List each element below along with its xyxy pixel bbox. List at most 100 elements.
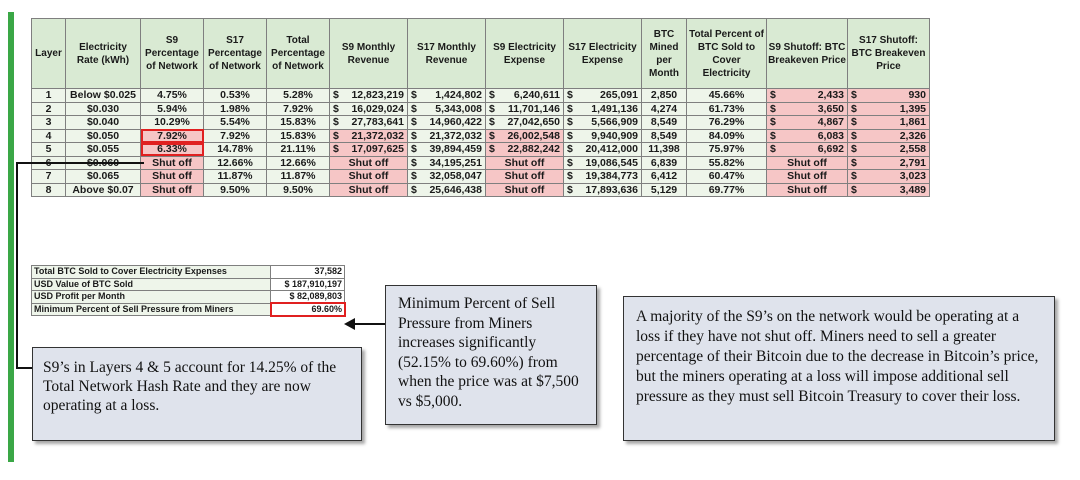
cell-s9-expense: $11,701,146 xyxy=(485,101,564,116)
cell-s17-breakeven: $2,791 xyxy=(847,155,930,170)
cell-s9-revenue: $21,372,032 xyxy=(329,128,408,143)
currency-symbol: $ xyxy=(411,156,417,169)
cell-rate: $0.065 xyxy=(65,169,141,184)
cell-amount: 2,558 xyxy=(899,143,926,156)
currency-symbol: $ xyxy=(411,116,417,129)
header-s9-revenue: S9 Monthly Revenue xyxy=(329,18,408,89)
cell-amount: 6,240,611 xyxy=(513,89,560,102)
cell-s17-expense: $265,091 xyxy=(563,88,642,103)
cell-rate: $0.050 xyxy=(65,128,141,143)
header-s17-expense: S17 Electricity Expense xyxy=(563,18,642,89)
cell-s9-expense: Shut off xyxy=(485,155,564,170)
table-row: 3 $0.040 10.29% 5.54% 15.83% $27,783,641 $14,9… xyxy=(31,115,930,130)
header-s17-breakeven: S17 Shutoff: BTC Breakeven Price xyxy=(847,18,930,89)
cell-amount: 12,823,219 xyxy=(351,89,404,102)
currency-symbol: $ xyxy=(411,129,417,142)
cell-s9-revenue: Shut off xyxy=(329,169,408,184)
cell-s9-pct: 5.94% xyxy=(140,101,204,116)
currency-symbol: $ xyxy=(567,102,573,115)
cell-total-pct: 15.83% xyxy=(266,128,330,143)
cell-pct-sold: 69.77% xyxy=(686,182,767,197)
cell-layer: 5 xyxy=(31,142,66,157)
currency-symbol: $ xyxy=(333,89,339,102)
cell-s9-revenue: $17,097,625 xyxy=(329,142,408,157)
cell-amount: 5,343,008 xyxy=(435,102,482,115)
cell-total-pct: 11.87% xyxy=(266,169,330,184)
cell-layer: 8 xyxy=(31,182,66,197)
cell-amount: 6,083 xyxy=(817,129,844,142)
arrow-head-icon xyxy=(344,318,355,330)
currency-symbol: $ xyxy=(489,102,495,115)
cell-pct-sold: 60.47% xyxy=(686,169,767,184)
cell-s17-pct: 5.54% xyxy=(203,115,267,130)
cell-amount: 2,433 xyxy=(817,89,844,102)
cell-s9-breakeven: $2,433 xyxy=(766,88,848,103)
summary-value: $ 187,910,197 xyxy=(270,277,345,291)
cell-s17-revenue: $39,894,459 xyxy=(407,142,486,157)
cell-s17-revenue: $25,646,438 xyxy=(407,182,486,197)
cell-rate: $0.030 xyxy=(65,101,141,116)
currency-symbol: $ xyxy=(567,116,573,129)
cell-btc-mined: 8,549 xyxy=(641,128,687,143)
cell-amount: 11,701,146 xyxy=(508,102,560,115)
cell-amount: 1,861 xyxy=(899,116,926,129)
cell-s9-breakeven: $6,692 xyxy=(766,142,848,157)
currency-symbol: $ xyxy=(770,102,776,115)
cell-amount: 27,783,641 xyxy=(351,116,404,129)
connector-line xyxy=(16,162,144,164)
connector-line xyxy=(16,162,18,368)
layers-callout: S9’s in Layers 4 & 5 account for 14.25% … xyxy=(32,347,362,441)
cell-amount: 26,002,548 xyxy=(507,129,560,142)
currency-symbol: $ xyxy=(770,116,776,129)
cell-amount: 1,424,802 xyxy=(435,89,482,102)
currency-symbol: $ xyxy=(567,156,573,169)
mining-layers-table: Layer Electricity Rate (kWh) S9 Percenta… xyxy=(31,18,930,197)
summary-value-highlight: 69.60% xyxy=(269,302,346,317)
summary-value: 37,582 xyxy=(270,265,345,279)
currency-symbol: $ xyxy=(333,143,339,156)
cell-s9-revenue: Shut off xyxy=(329,155,408,170)
cell-amount: 2,326 xyxy=(899,129,926,142)
currency-symbol: $ xyxy=(411,89,417,102)
cell-amount: 265,091 xyxy=(600,89,638,102)
table-row: 8 Above $0.07 Shut off 9.50% 9.50% Shut off $2… xyxy=(31,182,930,197)
cell-s9-pct: 10.29% xyxy=(140,115,204,130)
cell-layer: 2 xyxy=(31,101,66,116)
cell-layer: 3 xyxy=(31,115,66,130)
cell-s17-breakeven: $930 xyxy=(847,88,930,103)
cell-amount: 25,646,438 xyxy=(429,183,482,196)
cell-s9-expense: Shut off xyxy=(485,182,564,197)
table-row: 1 Below $0.025 4.75% 0.53% 5.28% $12,823,219 $… xyxy=(31,88,930,103)
cell-s17-pct: 9.50% xyxy=(203,182,267,197)
cell-amount: 32,058,047 xyxy=(429,170,482,183)
cell-amount: 39,894,459 xyxy=(429,143,482,156)
summary-row: Total BTC Sold to Cover Electricity Expe… xyxy=(31,265,345,279)
cell-amount: 34,195,251 xyxy=(429,156,482,169)
currency-symbol: $ xyxy=(567,183,573,196)
cell-s17-breakeven: $2,326 xyxy=(847,128,930,143)
table-row: 5 $0.055 6.33% 14.78% 21.11% $17,097,625 $39,8… xyxy=(31,142,930,157)
cell-s9-expense: $6,240,611 xyxy=(485,88,564,103)
cell-pct-sold: 76.29% xyxy=(686,115,767,130)
cell-s9-revenue: $12,823,219 xyxy=(329,88,408,103)
cell-s17-expense: $17,893,636 xyxy=(563,182,642,197)
majority-callout: A majority of the S9’s on the network wo… xyxy=(623,296,1055,441)
cell-s9-expense: Shut off xyxy=(485,169,564,184)
cell-btc-mined: 8,549 xyxy=(641,115,687,130)
cell-rate: Above $0.07 xyxy=(65,182,141,197)
cell-amount: 14,960,422 xyxy=(429,116,482,129)
cell-s17-breakeven: $3,489 xyxy=(847,182,930,197)
cell-s9-breakeven: $4,867 xyxy=(766,115,848,130)
cell-s17-breakeven: $1,395 xyxy=(847,101,930,116)
cell-s17-breakeven: $1,861 xyxy=(847,115,930,130)
cell-amount: 1,491,136 xyxy=(591,102,638,115)
summary-label: USD Profit per Month xyxy=(31,290,271,304)
cell-s17-expense: $5,566,909 xyxy=(563,115,642,130)
cell-s17-expense: $9,940,909 xyxy=(563,128,642,143)
currency-symbol: $ xyxy=(851,129,857,142)
currency-symbol: $ xyxy=(489,116,495,129)
cell-s17-revenue: $14,960,422 xyxy=(407,115,486,130)
summary-table: Total BTC Sold to Cover Electricity Expe… xyxy=(31,265,346,317)
accent-bar xyxy=(8,12,14,462)
cell-s9-revenue: $16,029,024 xyxy=(329,101,408,116)
